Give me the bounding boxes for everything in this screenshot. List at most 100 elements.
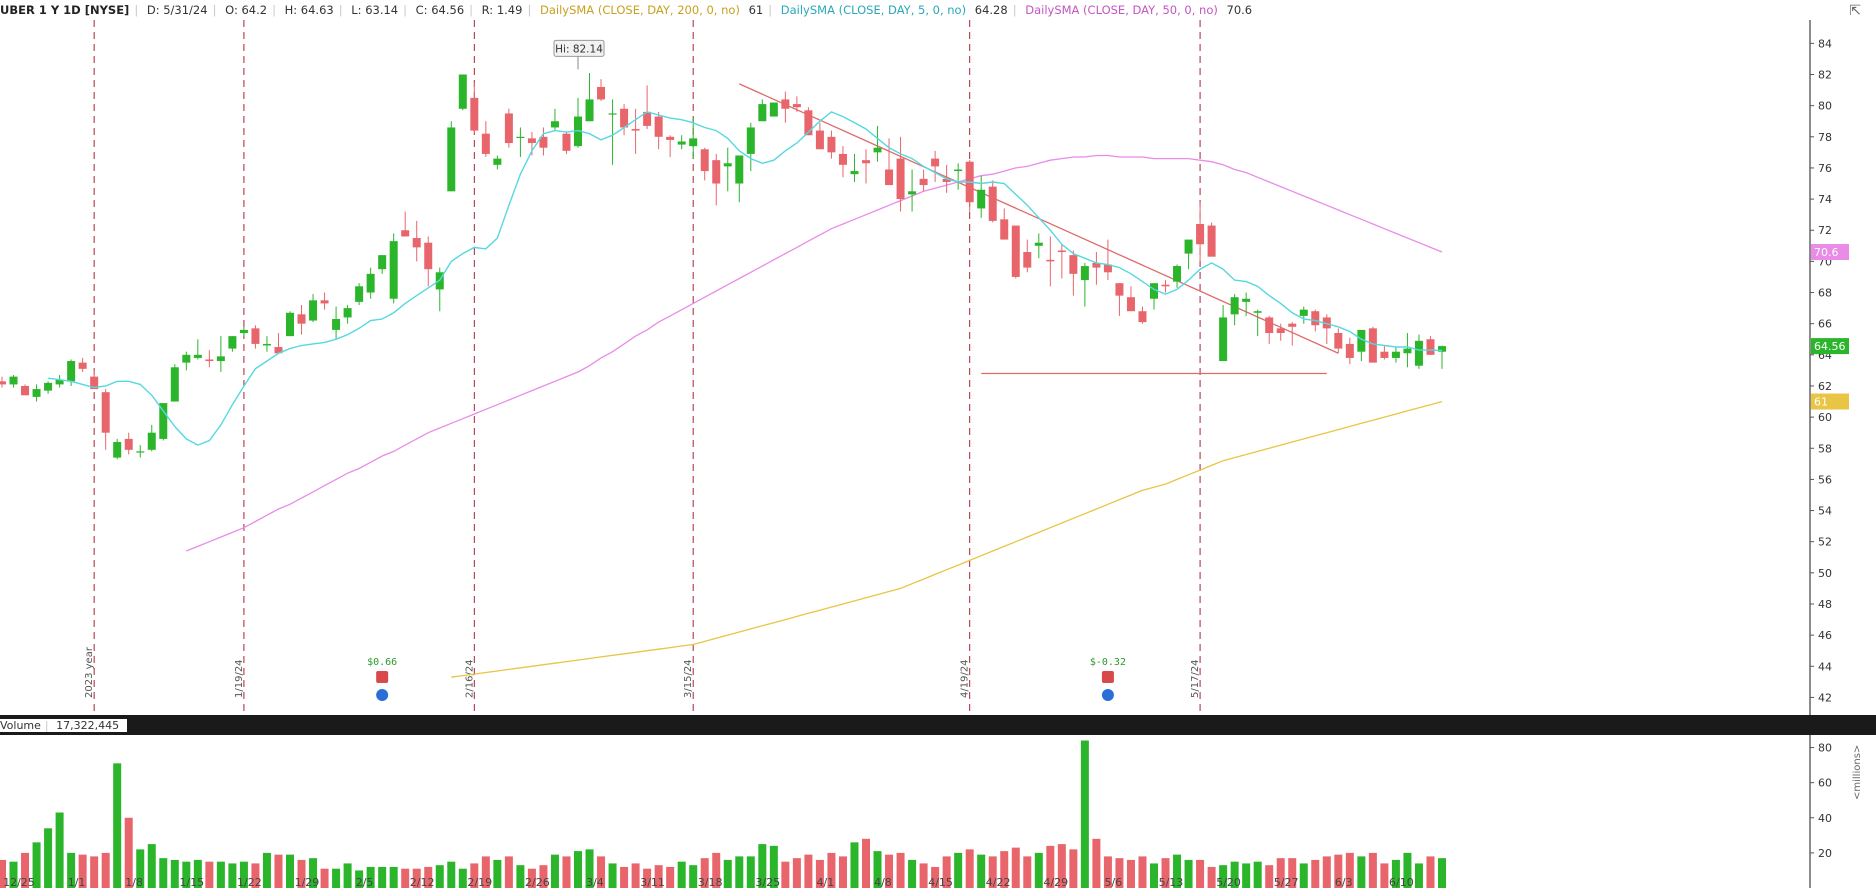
candle-body: [504, 113, 513, 144]
volume-bar: [355, 870, 364, 888]
candle-body: [470, 97, 479, 131]
candle-body: [1322, 317, 1331, 329]
x-tick-label: 4/1: [817, 876, 835, 888]
volume-bar: [643, 868, 652, 888]
price-badge-label: 70.6: [1814, 246, 1839, 259]
volume-tick-label: 80: [1818, 742, 1832, 755]
candle-body: [90, 376, 99, 390]
volume-bar: [1219, 865, 1228, 888]
collapse-icon[interactable]: ⇱: [1849, 3, 1861, 19]
x-tick-label: 1/15: [179, 876, 204, 888]
price-badge: [1811, 393, 1849, 410]
candle-body: [1138, 311, 1147, 323]
price-volume-chart[interactable]: 4244464850525456586062646668707274767880…: [0, 20, 1876, 888]
volume-bar: [55, 812, 64, 888]
volume-bar: [228, 863, 237, 888]
volume-bar: [1115, 858, 1124, 888]
candle-body: [113, 442, 122, 458]
volume-bar: [447, 861, 456, 888]
candle-body: [850, 171, 859, 175]
volume-bar: [1103, 856, 1112, 888]
volume-bar: [666, 866, 675, 888]
candle-body: [1345, 343, 1354, 358]
volume-bar: [320, 868, 329, 888]
x-tick-label: 5/20: [1216, 876, 1241, 888]
x-tick-label: 2/5: [356, 876, 374, 888]
candle-body: [631, 129, 640, 131]
earnings-icon: [1101, 671, 1114, 683]
candle-body: [170, 367, 179, 402]
candle-body: [954, 169, 963, 172]
volume-bar: [873, 851, 882, 888]
volume-bar: [1057, 844, 1066, 888]
candle-body: [159, 403, 168, 439]
candle-body: [136, 451, 145, 453]
candle-body: [781, 99, 790, 109]
candle-body: [1080, 266, 1089, 281]
candle-body: [1184, 239, 1193, 254]
volume-tick-label: 60: [1818, 777, 1832, 790]
sma200-label[interactable]: DailySMA (CLOSE, DAY, 200, 0, no): [539, 3, 740, 17]
candle-body: [1391, 351, 1400, 358]
volume-bar: [67, 852, 76, 888]
candle-body: [239, 329, 248, 334]
candle-body: [1276, 328, 1285, 334]
volume-bar: [562, 856, 571, 888]
candle-body: [516, 136, 525, 138]
candle-body: [804, 110, 813, 136]
candle-body: [942, 178, 951, 182]
candle-body: [1150, 283, 1158, 299]
x-tick-label: 1/22: [237, 876, 262, 888]
candle-body: [988, 186, 997, 221]
volume-bar: [481, 856, 490, 888]
candle-body: [977, 189, 986, 209]
symbol-label[interactable]: UBER 1 Y 1D [NYSE]: [0, 3, 130, 17]
volume-bar: [815, 859, 824, 888]
candle-body: [1299, 309, 1308, 316]
volume-bar: [470, 863, 479, 888]
volume-bar: [931, 866, 940, 888]
candle-body: [550, 121, 559, 128]
volume-bar: [1368, 852, 1377, 888]
volume-bar: [9, 861, 18, 888]
candle-body: [539, 136, 548, 148]
price-tick-label: 84: [1818, 37, 1832, 50]
volume-bar: [32, 842, 41, 888]
candle-body: [1196, 224, 1205, 245]
price-tick-label: 78: [1818, 131, 1832, 144]
candle-body: [1126, 297, 1135, 312]
x-tick-label: 6/3: [1335, 876, 1353, 888]
sma50-label[interactable]: DailySMA (CLOSE, DAY, 50, 0, no): [1025, 3, 1218, 17]
volume-bar: [424, 866, 433, 888]
x-tick-label: 6/10: [1389, 876, 1414, 888]
candle-body: [1000, 219, 1009, 240]
price-tick-label: 52: [1818, 536, 1832, 549]
candle-body: [21, 385, 30, 396]
volume-bar: [1276, 858, 1285, 888]
volume-bar: [216, 861, 225, 888]
volume-bar: [239, 861, 248, 888]
sma5-label[interactable]: DailySMA (CLOSE, DAY, 5, 0, no): [780, 3, 967, 17]
axis-strip: [1810, 20, 1876, 888]
candle-body: [527, 138, 536, 144]
price-badge: [1811, 338, 1849, 355]
range-readout: R: 1.49: [481, 3, 523, 17]
candle-body: [355, 286, 364, 302]
price-tick-label: 54: [1818, 505, 1832, 518]
candle-body: [1092, 262, 1101, 268]
candle-body: [885, 169, 894, 186]
volume-bar: [124, 817, 133, 888]
volume-bar: [804, 854, 813, 888]
candle-body: [896, 158, 905, 200]
candle-body: [723, 163, 732, 167]
volume-bar: [597, 856, 606, 888]
candle-body: [1034, 242, 1043, 246]
high-readout: H: 64.63: [284, 3, 334, 17]
x-tick-label: 1/1: [68, 876, 86, 888]
volume-bar: [1345, 852, 1354, 888]
candle-body: [44, 382, 53, 391]
candle-body: [1103, 264, 1112, 273]
candle-body: [274, 347, 283, 354]
candle-body: [182, 354, 191, 363]
volume-bar: [101, 852, 110, 888]
